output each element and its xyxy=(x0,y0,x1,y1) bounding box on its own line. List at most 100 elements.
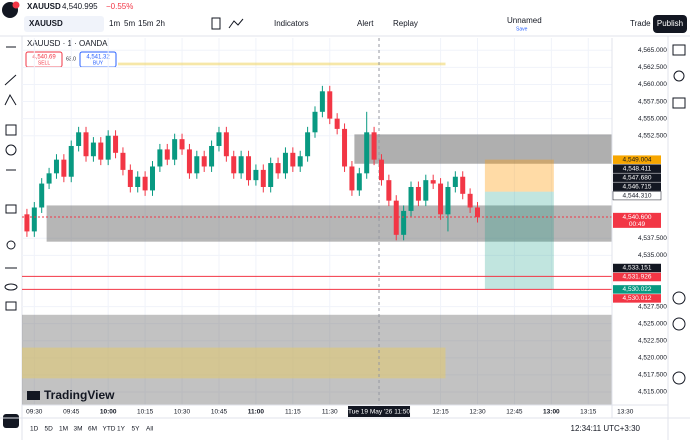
candle-body xyxy=(452,176,458,187)
price-label-text: 4,540.600 xyxy=(623,214,652,221)
x-tick-label: 11:00 xyxy=(248,409,265,416)
price-label xyxy=(613,212,661,228)
candle-body xyxy=(194,156,200,174)
zone xyxy=(22,347,446,379)
candle-body xyxy=(201,156,207,167)
zone xyxy=(46,205,612,242)
tool-icon[interactable] xyxy=(5,124,17,136)
legend-title: XAUUSD · 1 · OANDA xyxy=(27,39,108,48)
sidebar-icon[interactable] xyxy=(672,44,686,56)
candle-body xyxy=(68,145,74,177)
layout-name[interactable]: Unnamed xyxy=(507,16,542,25)
watermark: TradingView xyxy=(44,388,115,402)
buy-price[interactable]: 4,541.32 xyxy=(86,55,110,61)
price-label xyxy=(613,294,661,303)
sidebar-icon[interactable] xyxy=(672,317,686,331)
toolbar xyxy=(0,0,690,36)
compare-icon[interactable] xyxy=(228,18,244,29)
x-tick-label: 09:45 xyxy=(63,409,80,416)
replay-button[interactable]: Replay xyxy=(393,19,418,28)
buy-label[interactable]: BUY xyxy=(93,60,104,66)
sell-label[interactable]: SELL xyxy=(38,60,50,66)
range-button[interactable]: All xyxy=(146,426,154,433)
sidebar-icons xyxy=(672,44,686,385)
candle-body xyxy=(142,176,148,191)
indicators-button[interactable]: Indicators xyxy=(274,19,309,28)
trash-icon[interactable] xyxy=(3,414,19,428)
y-tick-label: 4,537.500 xyxy=(638,235,667,242)
tool-icon[interactable] xyxy=(4,93,17,106)
range-button[interactable]: 3M xyxy=(74,426,83,433)
candle-body xyxy=(415,186,421,201)
candle-body xyxy=(364,132,370,174)
price-label xyxy=(613,285,661,294)
y-tick-label: 4,520.000 xyxy=(638,355,667,362)
header-symbol: XAUUSD xyxy=(27,2,61,11)
bottom-bar: 1D 5D 1M 3M 6M YTD 1Y 5Y All xyxy=(30,426,154,433)
range-button[interactable]: YTD xyxy=(103,426,116,433)
tool-icon[interactable] xyxy=(4,283,18,291)
x-tick-label: 10:00 xyxy=(100,409,117,416)
y-tick-label: 4,515.000 xyxy=(638,389,667,396)
x-tick-label: 12:15 xyxy=(432,409,449,416)
symbol-search[interactable] xyxy=(24,16,104,32)
sell-price[interactable]: 4,540.69 xyxy=(32,55,56,61)
chart-type-icon[interactable] xyxy=(211,17,221,30)
header-change: −0.55% xyxy=(106,2,133,11)
tool-icon[interactable] xyxy=(5,301,17,311)
tool-icon[interactable] xyxy=(4,74,17,86)
tool-icon[interactable] xyxy=(6,240,16,250)
sidebar-icon[interactable] xyxy=(673,70,685,82)
plot-area: TradingView xyxy=(22,38,612,405)
candle-body xyxy=(401,210,407,235)
interval[interactable]: 15m xyxy=(138,19,154,28)
price-label-text: 4,530.012 xyxy=(623,295,652,302)
symbol[interactable]: XAUUSD xyxy=(29,19,63,28)
price-label xyxy=(612,191,662,201)
candle-body xyxy=(268,163,274,187)
range-button[interactable]: 1D xyxy=(30,426,39,433)
alert-button[interactable]: Alert xyxy=(357,19,374,28)
tool-icon[interactable] xyxy=(5,144,17,156)
candle-body xyxy=(246,156,252,181)
interval[interactable]: 2h xyxy=(156,19,165,28)
trade-button[interactable]: Trade xyxy=(630,19,651,28)
candle-body xyxy=(327,91,333,119)
sidebar-icon[interactable] xyxy=(672,291,686,305)
price-label-text: 4,533.151 xyxy=(623,265,652,272)
candle-body xyxy=(423,180,429,201)
candle-body xyxy=(408,186,414,211)
publish-label[interactable]: Publish xyxy=(657,19,683,28)
candle-body xyxy=(105,135,111,160)
range-button[interactable]: 5D xyxy=(45,426,54,433)
candle-body xyxy=(83,132,89,157)
y-tick-label: 4,522.500 xyxy=(638,337,667,344)
range-button[interactable]: 6M xyxy=(88,426,97,433)
zone xyxy=(484,159,554,192)
candle-body xyxy=(216,132,222,146)
crosshair-label: Tue 19 May '26 11:50 xyxy=(348,409,410,416)
interval[interactable]: 5m xyxy=(124,19,135,28)
range-button[interactable]: 1Y xyxy=(117,426,126,433)
price-label-text: 4,530.022 xyxy=(623,286,652,293)
candle-body xyxy=(39,183,45,208)
candle-body xyxy=(61,159,67,177)
candle-body xyxy=(260,169,266,187)
candle-body xyxy=(238,156,244,174)
range-button[interactable]: 5Y xyxy=(132,426,141,433)
sidebar-icon[interactable] xyxy=(672,371,686,385)
candle-body xyxy=(393,200,399,235)
price-label xyxy=(613,272,661,282)
save-label[interactable]: Save xyxy=(516,26,528,32)
x-tick-label: 12:30 xyxy=(469,409,486,416)
y-tick-label: 4,552.500 xyxy=(638,132,667,139)
range-button[interactable]: 1M xyxy=(59,426,68,433)
interval[interactable]: 1m xyxy=(109,19,120,28)
drawing-tools xyxy=(4,46,18,311)
sidebar-icon[interactable] xyxy=(672,97,686,109)
candle-body xyxy=(305,132,311,157)
publish-button[interactable] xyxy=(653,15,687,33)
candle-body xyxy=(127,169,133,187)
x-tick-label: 13:30 xyxy=(617,409,634,416)
tool-icon[interactable] xyxy=(5,204,17,214)
